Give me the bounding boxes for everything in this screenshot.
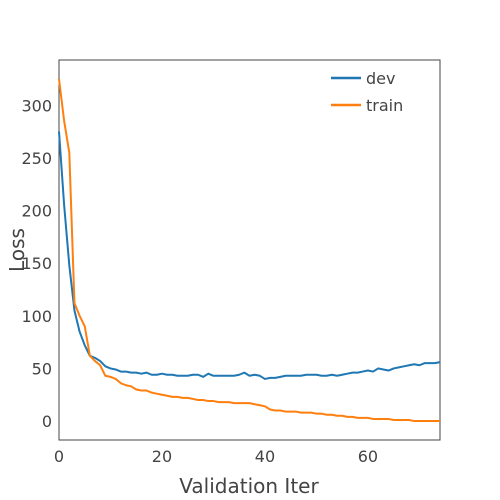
legend-label-train: train	[366, 96, 403, 115]
legend-label-dev: dev	[366, 69, 395, 88]
x-tick-label: 40	[255, 447, 275, 466]
y-tick-label: 150	[21, 254, 52, 273]
y-axis-ticks: 0 50 100 150 200 250 300	[21, 96, 52, 431]
x-tick-label: 0	[54, 447, 64, 466]
x-axis-ticks: 0 20 40 60	[54, 447, 378, 466]
y-tick-label: 250	[21, 149, 52, 168]
y-axis-title: Loss	[5, 228, 29, 272]
series-line-dev	[58, 131, 441, 380]
y-tick-label: 200	[21, 202, 52, 221]
x-tick-label: 20	[152, 447, 172, 466]
series-line-train	[58, 78, 440, 423]
y-tick-label: 0	[42, 412, 52, 431]
plot-frame	[58, 59, 441, 441]
series-layer	[58, 78, 441, 423]
y-tick-label: 300	[21, 96, 52, 115]
y-tick-label: 100	[21, 307, 52, 326]
x-axis-title: Validation Iter	[179, 474, 319, 498]
legend: dev train	[331, 69, 403, 115]
x-tick-label: 60	[358, 447, 378, 466]
y-tick-label: 50	[32, 359, 52, 378]
